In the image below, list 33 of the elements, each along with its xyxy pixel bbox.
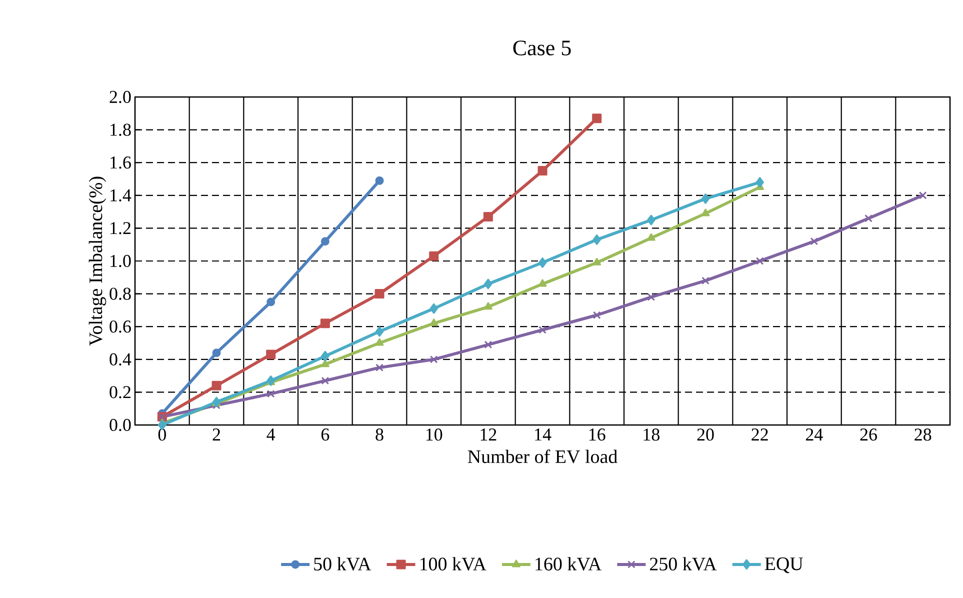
x-tick-label: 8 [376,428,384,441]
y-tick-label: 0.8 [110,288,131,300]
x-axis-title: Number of EV load [468,450,618,464]
y-tick-label: 0.4 [110,353,132,366]
y-axis-title: Voltage Imbalance(%) [88,176,106,346]
y-tick-label: 1.8 [110,124,131,136]
x-tick-label: 24 [806,428,823,440]
x-tick-label: 14 [535,428,552,440]
legend-label: 250 kVA [650,557,717,571]
x-tick-label: 26 [860,428,877,441]
x-tick-label: 4 [266,428,276,440]
x-tick-label: 12 [480,428,496,440]
x-tick-label: 16 [589,428,606,441]
x-tick-label: 22 [752,428,768,440]
legend-label: EQU [764,557,803,574]
y-tick-label: 0.0 [110,418,131,432]
y-tick-label: 0.2 [110,386,130,398]
x-tick-label: 28 [914,428,932,441]
legend-label: 100 kVA [420,557,486,571]
y-tick-label: 2.0 [110,90,131,104]
x-tick-label: 18 [644,428,660,441]
chart-title: Case 5 [513,40,571,56]
y-tick-label: 1.4 [110,189,132,202]
x-tick-label: 6 [321,428,330,441]
y-tick-label: 0.6 [110,320,131,333]
y-tick-label: 1.2 [110,222,130,234]
x-tick-label: 10 [426,428,442,441]
y-tick-label: 1.0 [110,254,131,268]
legend-label: 160 kVA [536,557,602,571]
y-tick-label: 1.6 [110,156,131,169]
legend-label: 50 kVA [314,557,372,571]
x-tick-label: 2 [212,428,220,440]
x-tick-label: 20 [697,428,714,441]
